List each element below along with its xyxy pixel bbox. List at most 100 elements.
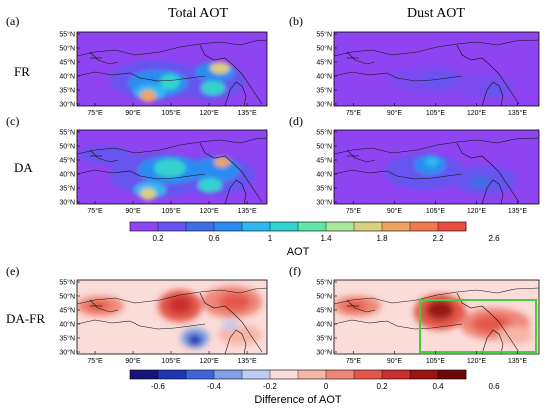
lat-tick-label: 30°N xyxy=(59,349,75,357)
colorbar-swatch xyxy=(130,370,159,379)
lat-tick-label: 55°N xyxy=(316,31,332,39)
lat-tick-label: 55°N xyxy=(59,129,75,137)
lat-tick-label: 30°N xyxy=(59,101,75,109)
lon-tick-label: 105°E xyxy=(161,357,180,365)
lon-tick-label: 75°E xyxy=(346,357,362,365)
colorbar-swatch xyxy=(298,222,327,231)
colorbar-diff-title: Difference of AOT xyxy=(254,394,342,406)
colorbar-tick-label: 1 xyxy=(268,234,273,243)
lat-tick-label: 50°N xyxy=(316,293,332,301)
colorbar-tick-label: -0.4 xyxy=(207,382,221,391)
lat-tick-label: 55°N xyxy=(59,279,75,287)
lon-tick-label: 120°E xyxy=(467,207,486,215)
panel-label-a: (a) xyxy=(6,14,19,28)
lon-tick-label: 105°E xyxy=(426,109,445,117)
lat-tick-label: 50°N xyxy=(59,143,75,151)
colorbar-swatch xyxy=(186,370,215,379)
lat-tick-label: 50°N xyxy=(59,45,75,53)
lon-tick-label: 135°E xyxy=(237,109,256,117)
lat-tick-label: 40°N xyxy=(316,73,332,81)
lat-tick-label: 50°N xyxy=(59,293,75,301)
colorbar-swatch xyxy=(326,370,355,379)
column-title-dust-aot: Dust AOT xyxy=(407,6,465,21)
colorbar-swatch xyxy=(270,370,299,379)
lat-tick-label: 30°N xyxy=(59,199,75,207)
colorbar-swatch xyxy=(382,370,411,379)
colorbar-tick-label: 0.2 xyxy=(152,234,164,243)
colorbar-swatch xyxy=(214,370,243,379)
lat-tick-label: 35°N xyxy=(316,87,332,95)
colorbar-tick-label: 0 xyxy=(324,382,329,391)
lon-tick-label: 135°E xyxy=(508,109,527,117)
lon-tick-label: 90°E xyxy=(125,357,141,365)
colorbar-aot-title: AOT xyxy=(287,246,310,258)
lon-tick-label: 135°E xyxy=(508,357,527,365)
lat-tick-label: 55°N xyxy=(316,129,332,137)
axis-ticks: 55°N 50°N 45°N 40°N 35°N 30°N 75°E 90°E 105°E 120… xyxy=(59,31,527,366)
colorbar-tick-label: 0.2 xyxy=(376,382,388,391)
row-label-da: DA xyxy=(14,160,33,175)
colorbar-swatch xyxy=(326,222,355,231)
column-title-total-aot: Total AOT xyxy=(168,6,229,21)
lat-tick-label: 40°N xyxy=(59,73,75,81)
row-label-fr: FR xyxy=(14,64,30,79)
lon-tick-label: 75°E xyxy=(346,109,362,117)
colorbar-swatch xyxy=(186,222,215,231)
lon-tick-label: 75°E xyxy=(346,207,362,215)
lat-tick-label: 45°N xyxy=(316,307,332,315)
lat-tick-label: 30°N xyxy=(316,101,332,109)
lon-tick-label: 120°E xyxy=(467,357,486,365)
colorbar-tick-label: 0.4 xyxy=(432,382,444,391)
lon-tick-label: 135°E xyxy=(237,207,256,215)
lat-tick-label: 40°N xyxy=(59,321,75,329)
lat-tick-label: 45°N xyxy=(59,157,75,165)
colorbar-swatch xyxy=(354,370,383,379)
colorbar-swatch xyxy=(158,370,187,379)
map-panel-f xyxy=(333,279,540,355)
map-panel-a xyxy=(76,31,268,107)
colorbar-tick-label: -0.2 xyxy=(263,382,277,391)
colorbar-swatch xyxy=(242,370,271,379)
colorbar-tick-label: 0.6 xyxy=(208,234,220,243)
colorbar-swatch xyxy=(410,370,439,379)
colorbar-swatch xyxy=(214,222,243,231)
lon-tick-label: 135°E xyxy=(237,357,256,365)
lat-tick-label: 35°N xyxy=(59,335,75,343)
lon-tick-label: 135°E xyxy=(508,207,527,215)
lat-tick-label: 35°N xyxy=(59,87,75,95)
panel-label-f: (f) xyxy=(289,264,301,278)
lon-tick-label: 90°E xyxy=(387,109,403,117)
lon-tick-label: 120°E xyxy=(467,109,486,117)
lon-tick-label: 105°E xyxy=(426,207,445,215)
colorbar-tick-label: 2.6 xyxy=(488,234,500,243)
colorbar-tick-label: 2.2 xyxy=(432,234,444,243)
colorbar-diff: -0.6 -0.4 -0.2 0 0.2 0.4 0.6 Difference of AOT xyxy=(129,369,500,406)
lat-tick-label: 45°N xyxy=(59,59,75,67)
lat-tick-label: 50°N xyxy=(316,45,332,53)
colorbar-tick-label: 1.4 xyxy=(320,234,332,243)
colorbar-swatch xyxy=(382,222,411,231)
lon-tick-label: 75°E xyxy=(87,109,103,117)
lat-tick-label: 45°N xyxy=(316,59,332,67)
colorbar-tick-label: -0.6 xyxy=(151,382,165,391)
map-panel-b xyxy=(333,31,540,107)
colorbar-swatch xyxy=(270,222,299,231)
colorbar-swatch xyxy=(354,222,383,231)
lat-tick-label: 40°N xyxy=(316,171,332,179)
lon-tick-label: 120°E xyxy=(199,109,218,117)
colorbar-aot: 0.2 0.6 1 1.4 1.8 2.2 2.6 AOT xyxy=(129,221,500,258)
colorbar-swatch xyxy=(438,222,467,231)
lon-tick-label: 120°E xyxy=(199,207,218,215)
lon-tick-label: 120°E xyxy=(199,357,218,365)
lat-tick-label: 35°N xyxy=(316,185,332,193)
lon-tick-label: 90°E xyxy=(125,109,141,117)
colorbar-swatch xyxy=(410,222,439,231)
colorbar-swatch xyxy=(298,370,327,379)
colorbar-swatch xyxy=(438,370,467,379)
lat-tick-label: 35°N xyxy=(316,335,332,343)
lon-tick-label: 105°E xyxy=(426,357,445,365)
lat-tick-label: 40°N xyxy=(316,321,332,329)
lat-tick-label: 50°N xyxy=(316,143,332,151)
colorbar-tick-label: 0.6 xyxy=(488,382,500,391)
map-panel-c xyxy=(76,129,268,205)
